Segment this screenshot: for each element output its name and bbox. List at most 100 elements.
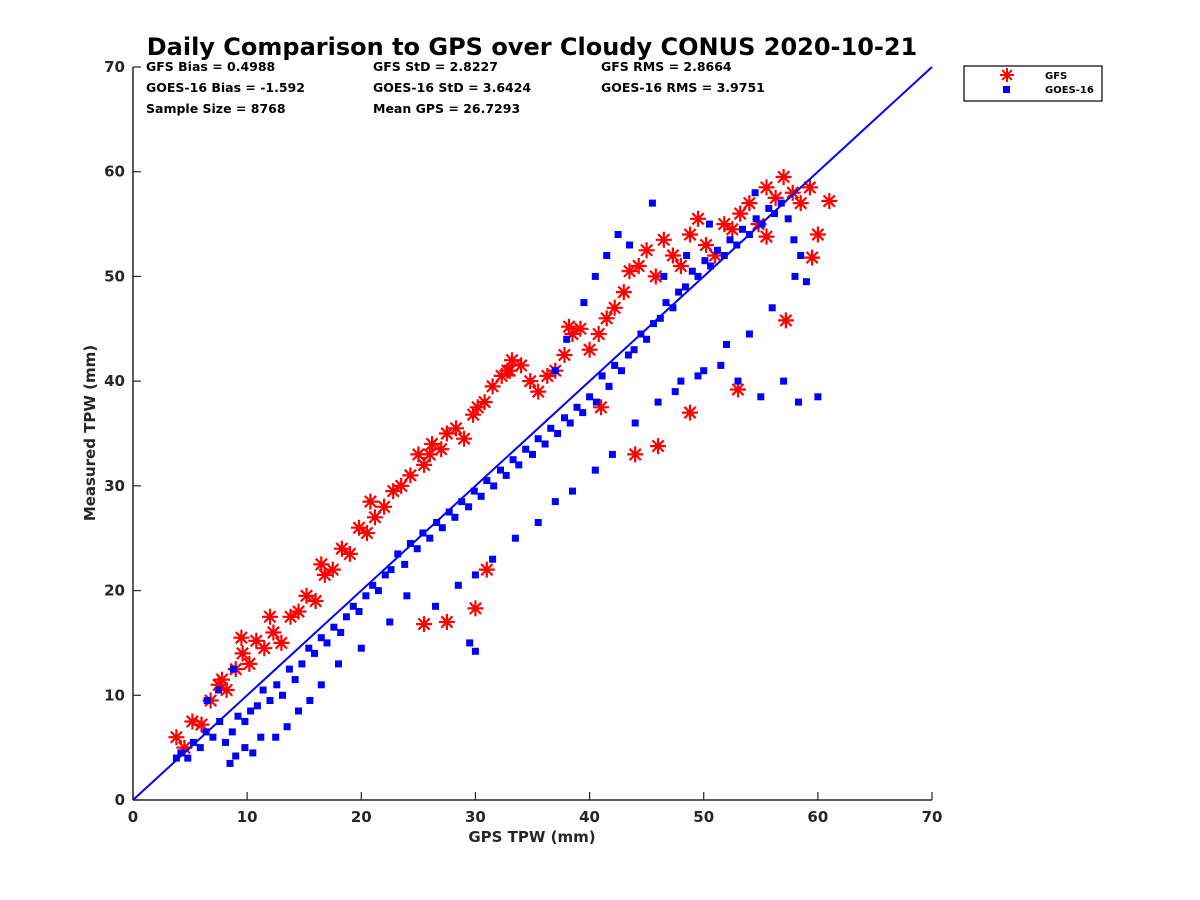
gfs-point <box>416 616 433 633</box>
goes16-point <box>701 257 709 265</box>
y-axis-label: Measured TPW (mm) <box>81 345 99 521</box>
goes16-point <box>802 278 810 286</box>
y-ticks: 0 10 20 30 40 50 60 70 <box>104 58 141 809</box>
goes16-point <box>605 382 613 390</box>
gfs-point <box>630 258 647 274</box>
y-tick-label: 20 <box>104 582 125 600</box>
gfs-point <box>210 676 227 693</box>
gfs-point <box>438 425 455 442</box>
y-tick-label: 40 <box>104 372 125 390</box>
goes16-point <box>780 377 788 385</box>
gfs-point <box>168 729 185 746</box>
goes16-point <box>490 482 498 490</box>
goes16-point <box>369 581 377 589</box>
goes16-point <box>477 492 485 500</box>
gfs-point <box>421 446 438 463</box>
gfs-point <box>316 566 333 583</box>
gfs-point <box>758 179 775 196</box>
stats-block: GFS Bias = 0.4988 GFS StD = 2.8227 GFS R… <box>146 59 765 116</box>
goes16-point <box>515 461 523 469</box>
goes16-point <box>203 697 211 704</box>
legend-gfs-label: GFS <box>1045 71 1067 82</box>
goes16-point <box>608 450 616 458</box>
gfs-point <box>690 210 706 227</box>
axes <box>132 67 932 801</box>
goes16-point <box>586 393 594 401</box>
stat-sample-size: Sample Size = 8768 <box>146 101 286 116</box>
gfs-point <box>313 556 330 573</box>
goes16-point <box>234 712 242 720</box>
goes16-point <box>335 660 342 668</box>
goes16-point <box>654 398 662 406</box>
goes16-point <box>387 566 395 574</box>
goes16-point <box>349 602 357 610</box>
gfs-point <box>655 231 672 248</box>
gfs-point <box>561 318 577 335</box>
goes16-point <box>624 351 632 359</box>
stat-goes16-rms: GOES-16 RMS = 3.9751 <box>601 80 765 95</box>
goes16-point <box>705 220 713 228</box>
legend: GFS GOES-16 <box>963 65 1103 102</box>
goes16-point <box>279 691 286 699</box>
goes16-point <box>648 199 656 207</box>
gfs-point <box>248 632 265 649</box>
gfs-point <box>621 263 638 280</box>
stat-mean-gps: Mean GPS = 26.7293 <box>373 101 520 116</box>
gfs-point <box>581 341 598 358</box>
gfs-point <box>176 739 193 756</box>
goes16-point <box>598 372 606 380</box>
gfs-point <box>402 467 419 484</box>
gfs-point <box>424 436 441 452</box>
gfs-point <box>593 399 609 416</box>
goes16-point <box>671 388 679 396</box>
goes16-point <box>285 665 293 673</box>
goes16-point <box>662 299 670 307</box>
goes16-point <box>497 466 504 474</box>
gfs-point <box>393 477 410 494</box>
y-tick-label: 0 <box>115 791 125 809</box>
goes16-point <box>295 707 302 715</box>
goes16-point <box>466 639 474 647</box>
goes16-point <box>311 649 318 657</box>
goes16-point <box>489 555 497 563</box>
gfs-point <box>376 498 393 515</box>
gfs-point <box>627 446 644 463</box>
goes16-point <box>471 647 479 655</box>
goes16-point <box>394 550 402 558</box>
gfs-point <box>324 561 341 578</box>
goes16-point <box>551 367 559 375</box>
gfs-point <box>362 493 379 510</box>
goes16-point <box>305 644 313 652</box>
gfs-point <box>367 509 383 526</box>
goes16-point <box>765 204 773 212</box>
goes16-point <box>209 733 217 741</box>
gfs-point <box>290 603 307 620</box>
x-tick-label: 20 <box>351 808 372 826</box>
goes16-point <box>374 587 382 595</box>
goes16-point <box>381 571 389 579</box>
plot-area <box>168 169 838 767</box>
x-axis-label: GPS TPW (mm) <box>468 828 595 846</box>
stat-goes16-bias: GOES-16 Bias = -1.592 <box>146 80 305 95</box>
gfs-point <box>218 682 235 698</box>
gfs-point <box>438 614 455 630</box>
goes16-point <box>797 252 805 259</box>
goes16-point <box>272 733 280 741</box>
gfs-point <box>741 195 758 212</box>
gfs-point <box>484 378 501 395</box>
goes16-point <box>669 304 677 312</box>
goes16-point <box>355 608 363 615</box>
gfs-point <box>469 399 486 416</box>
goes16-point <box>511 534 519 542</box>
goes16-point <box>228 728 236 736</box>
gfs-point <box>456 430 472 447</box>
goes16-point <box>603 252 611 259</box>
gfs-point <box>478 561 495 578</box>
goes16-point <box>694 272 702 280</box>
gfs-point <box>184 713 201 730</box>
goes16-point <box>190 738 197 746</box>
goes16-point <box>458 498 466 506</box>
stat-gfs-std: GFS StD = 2.8227 <box>373 59 498 74</box>
goes16-point <box>432 602 439 610</box>
goes16-point <box>529 450 536 458</box>
